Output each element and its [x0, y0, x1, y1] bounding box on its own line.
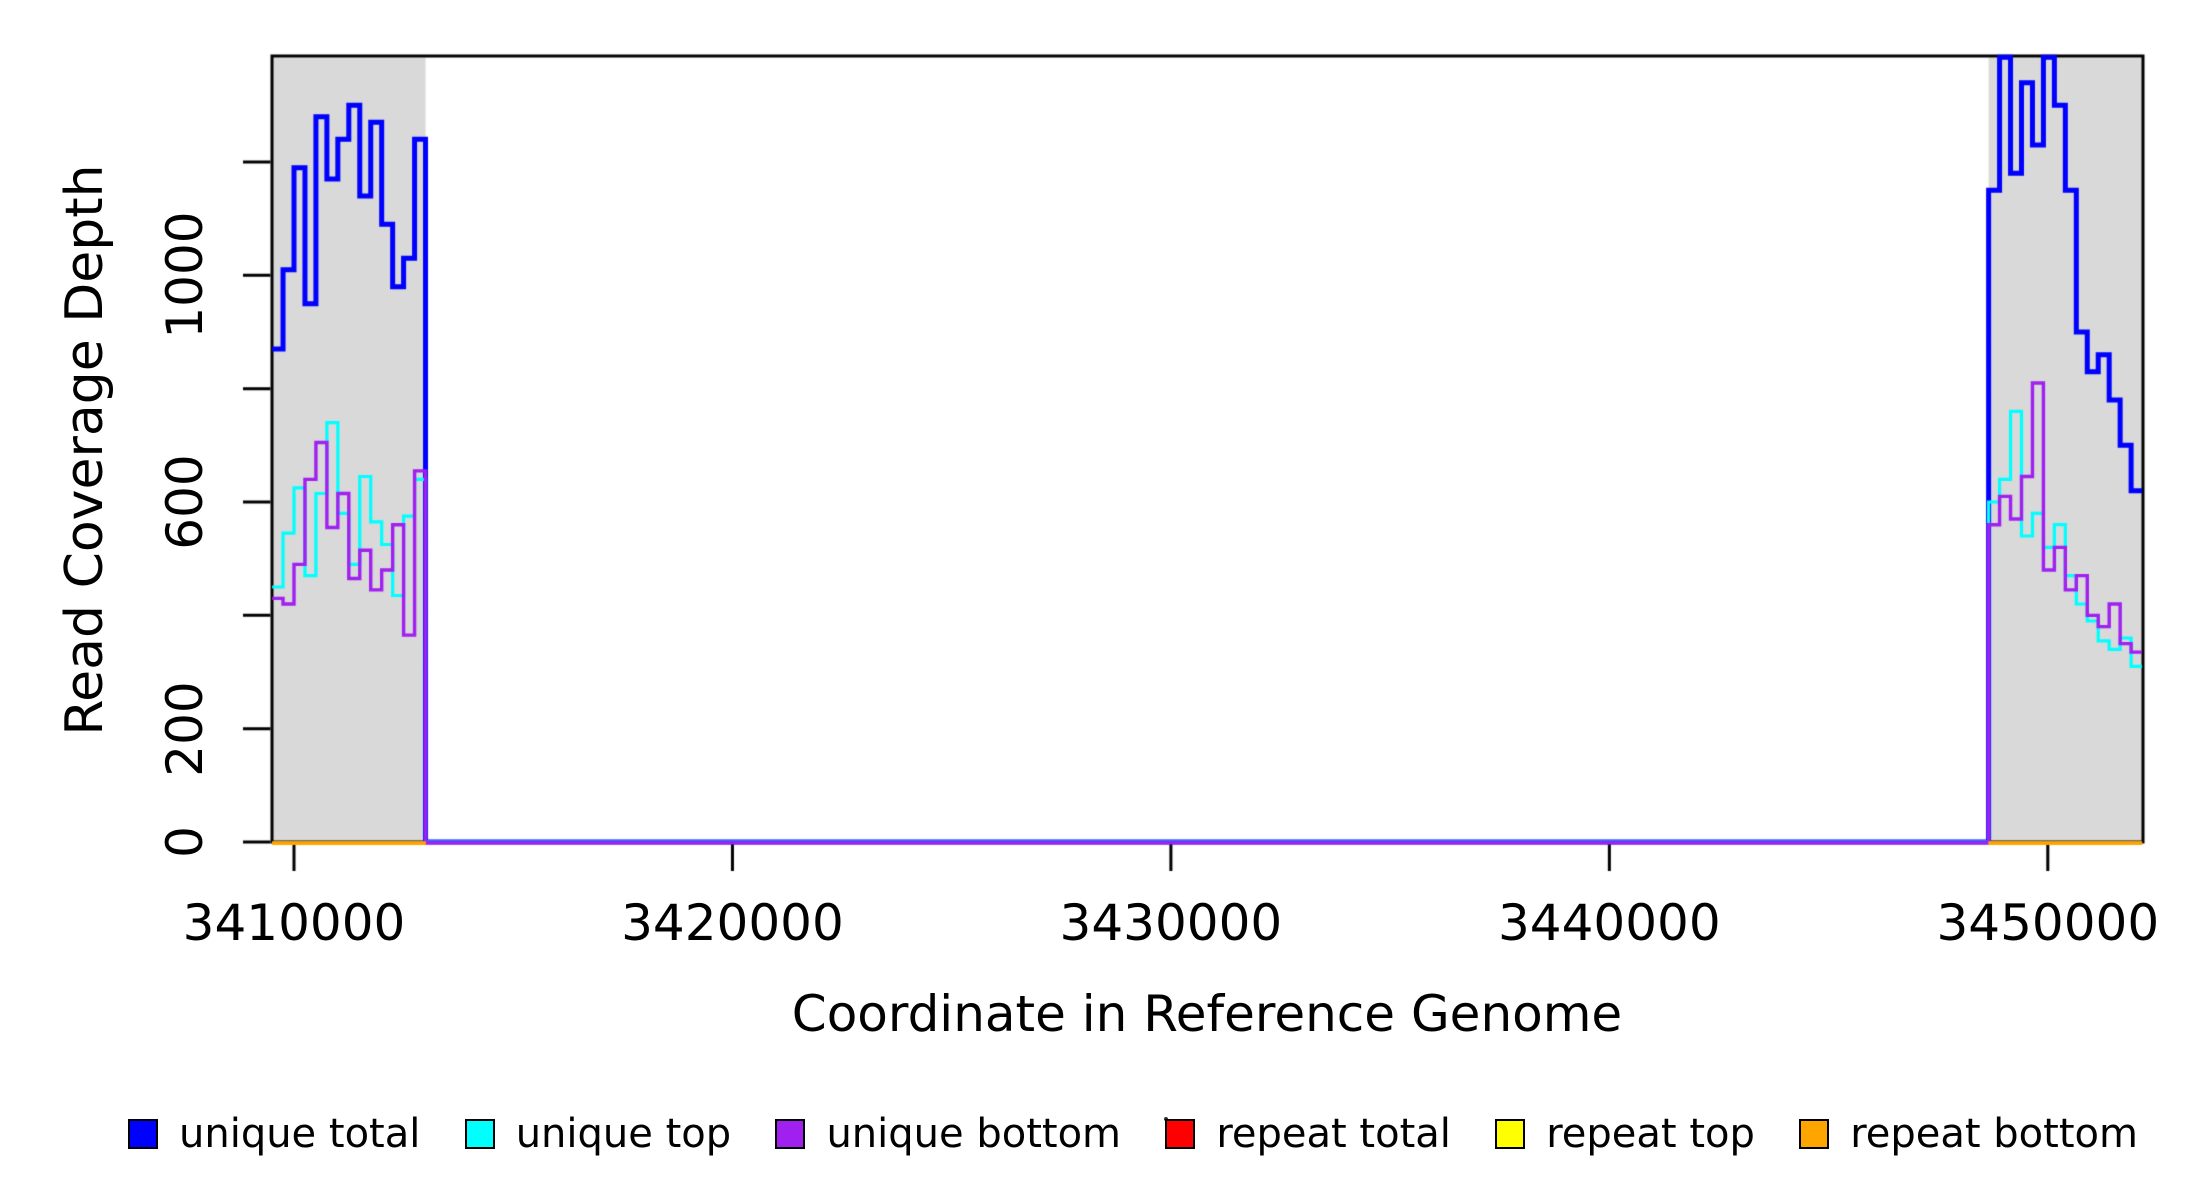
y-tick-label: 0 [156, 826, 214, 858]
x-tick-label: 3450000 [1936, 894, 2160, 952]
unique-bottom-swatch-icon [775, 1119, 806, 1149]
y-tick-label: 200 [156, 680, 214, 777]
unique-total-swatch-icon [128, 1119, 158, 1149]
legend-label: unique top [515, 1111, 732, 1157]
legend-label: repeat top [1546, 1111, 1755, 1157]
repeat-top-swatch-icon [1495, 1119, 1526, 1149]
legend-item-repeat-total: repeat total [1165, 1111, 1451, 1157]
legend: unique total unique top unique bottom re… [128, 1106, 2138, 1162]
legend-item-repeat-bottom: repeat bottom [1799, 1111, 2138, 1157]
legend-item-unique-total: unique total [128, 1111, 420, 1157]
y-tick-label: 1000 [156, 211, 214, 339]
unique-top-swatch-icon [464, 1119, 495, 1149]
x-tick-label: 3410000 [182, 894, 406, 952]
x-tick-label: 3440000 [1498, 894, 1721, 952]
legend-item-repeat-top: repeat top [1495, 1111, 1755, 1157]
y-tick-label: 600 [156, 454, 214, 550]
legend-label: repeat bottom [1850, 1111, 2138, 1157]
legend-label: repeat total [1216, 1111, 1451, 1157]
legend-item-unique-bottom: unique bottom [775, 1111, 1121, 1157]
repeat-total-swatch-icon [1165, 1119, 1196, 1149]
x-tick-label: 3430000 [1059, 894, 1283, 952]
y-axis-title: Read Coverage Depth [55, 164, 115, 736]
x-axis-title: Coordinate in Reference Genome [791, 985, 1623, 1043]
repeat-bottom-swatch-icon [1799, 1119, 1830, 1149]
legend-item-unique-top: unique top [464, 1111, 732, 1157]
legend-label: unique total [179, 1111, 421, 1157]
legend-label: unique bottom [826, 1111, 1122, 1157]
x-tick-label: 3420000 [621, 894, 844, 952]
